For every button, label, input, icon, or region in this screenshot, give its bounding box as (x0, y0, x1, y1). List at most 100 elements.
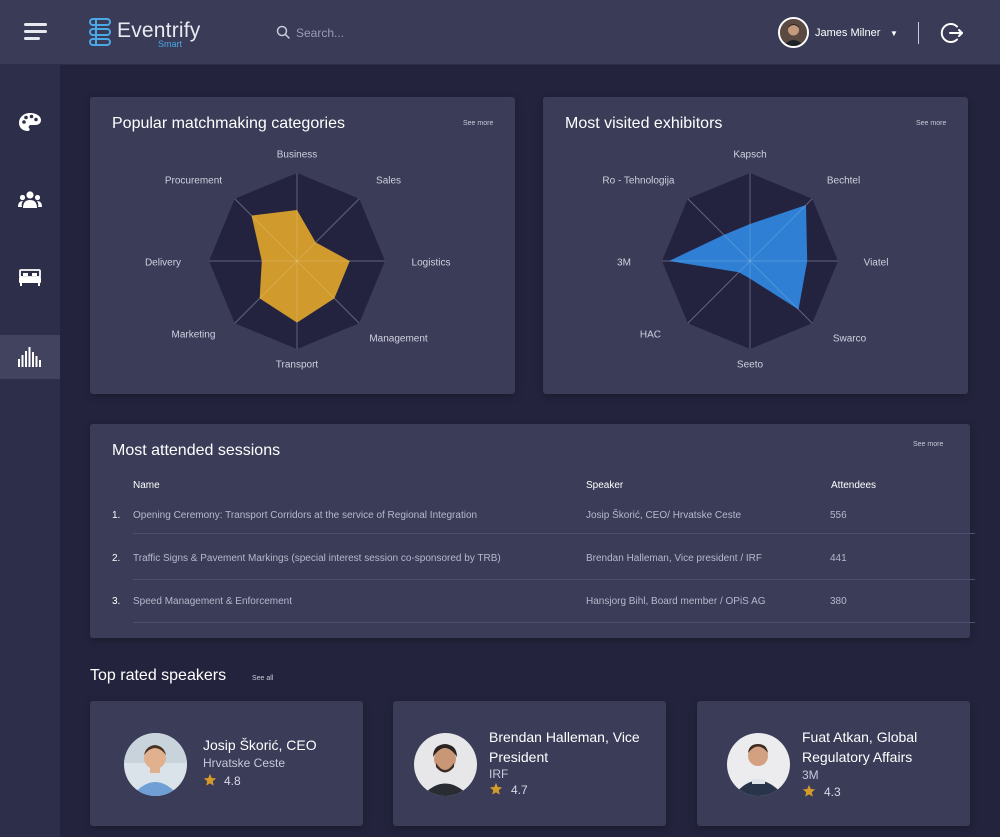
speaker-organization: IRF (489, 767, 509, 781)
column-header-speaker: Speaker (586, 480, 624, 491)
session-name: Traffic Signs & Pavement Markings (speci… (133, 553, 501, 564)
radar-spoke-overlay (749, 260, 813, 324)
palette-icon (19, 113, 41, 131)
session-speaker: Hansjorg Bihl, Board member / OPiS AG (586, 596, 766, 607)
radar-spoke-overlay (296, 198, 360, 262)
equalizer-icon (18, 347, 41, 367)
app-subtitle: Smart (158, 39, 183, 49)
card-title: Most visited exhibitors (565, 115, 723, 132)
exhibitors-card: Most visited exhibitors See more Kapsch B… (543, 97, 968, 394)
radar-axis-label: Transport (275, 359, 319, 371)
speakers-section-title: Top rated speakers (90, 667, 227, 684)
eventrify-logo-icon (89, 18, 111, 46)
sidebar-item-dashboard[interactable] (0, 100, 60, 144)
radar-axis-label: Kapsch (733, 149, 767, 161)
radar-spoke-overlay (749, 198, 813, 262)
speaker-avatar (414, 733, 477, 796)
menu-icon[interactable] (24, 23, 47, 41)
radar-spoke-overlay (234, 198, 298, 262)
sidebar-item-people[interactable] (0, 178, 60, 222)
speaker-card[interactable]: Josip Škorić, CEO Hrvatske Ceste 4.8 (90, 701, 363, 826)
row-divider (133, 579, 975, 580)
session-name: Speed Management & Enforcement (133, 596, 292, 607)
radar-axis-label: Marketing (171, 329, 216, 341)
star-icon (802, 784, 816, 797)
radar-series-area (251, 209, 350, 323)
card-title: Popular matchmaking categories (112, 115, 346, 132)
sidebar-item-analytics[interactable] (0, 335, 60, 379)
radar-axis-label: Business (276, 149, 318, 161)
speaker-name: Josip Škorić, CEO (203, 737, 317, 753)
speaker-card[interactable]: Brendan Halleman, Vice President IRF 4.7 (393, 701, 666, 826)
users-icon (18, 191, 42, 208)
categories-radar-chart (209, 173, 385, 349)
app-logo[interactable]: Eventrify Smart (88, 15, 208, 51)
see-all-link[interactable]: See all (252, 675, 274, 682)
sessions-card: Most attended sessions See more Name Spe… (90, 424, 975, 638)
row-number: 1. (112, 510, 121, 521)
divider (918, 22, 919, 44)
speaker-avatar (727, 733, 790, 796)
radar-axis-label: 3M (617, 257, 631, 269)
radar-axis-label: Procurement (164, 175, 223, 187)
radar-axis-label: Logistics (411, 257, 451, 269)
column-header-name: Name (133, 480, 160, 491)
radar-axis-label: Delivery (144, 257, 182, 269)
radar-spoke-overlay (234, 260, 298, 324)
user-avatar (778, 17, 809, 48)
speaker-rating: 4.7 (511, 783, 528, 797)
card-title: Most attended sessions (112, 442, 281, 459)
session-speaker: Josip Škorić, CEO/ Hrvatske Ceste (586, 510, 742, 521)
radar-axis-label: HAC (639, 329, 662, 341)
top-bar: Eventrify Smart James Milner ▼ (0, 0, 1000, 65)
column-header-attendees: Attendees (831, 480, 877, 491)
radar-spoke-overlay (296, 260, 360, 324)
radar-axis-label: Seeto (736, 359, 764, 371)
speaker-name: Fuat Atkan, Global Regulatory Affairs (802, 729, 918, 765)
table-row[interactable]: 2. Traffic Signs & Pavement Markings (sp… (90, 545, 970, 575)
chevron-down-icon: ▼ (890, 29, 898, 38)
categories-card: Popular matchmaking categories See more … (90, 97, 515, 394)
star-icon (203, 773, 217, 786)
radar-axis-label: Bechtel (826, 175, 861, 187)
speaker-avatar (124, 733, 187, 796)
radar-spoke-overlay (687, 198, 751, 262)
speaker-organization: 3M (802, 768, 819, 782)
table-row[interactable]: 1. Opening Ceremony: Transport Corridors… (90, 502, 970, 532)
see-more-link[interactable]: See more (463, 120, 494, 127)
user-name: James Milner (815, 27, 881, 39)
logout-icon[interactable] (940, 21, 964, 45)
see-more-link[interactable]: See more (913, 441, 944, 448)
speaker-card[interactable]: Fuat Atkan, Global Regulatory Affairs 3M… (697, 701, 970, 826)
radar-series-area (669, 204, 808, 310)
row-number: 2. (112, 553, 121, 564)
table-row[interactable]: 3. Speed Management & Enforcement Hansjo… (90, 588, 970, 618)
bed-icon (19, 269, 41, 286)
radar-axis-label: Viatel (863, 257, 889, 269)
session-speaker: Brendan Halleman, Vice president / IRF (586, 553, 763, 564)
session-name: Opening Ceremony: Transport Corridors at… (133, 510, 478, 521)
see-more-link[interactable]: See more (916, 120, 947, 127)
speaker-rating: 4.8 (224, 774, 241, 788)
session-attendees: 380 (830, 596, 847, 607)
session-attendees: 441 (830, 553, 847, 564)
row-number: 3. (112, 596, 121, 607)
speaker-name: Brendan Halleman, Vice President (489, 729, 640, 765)
user-menu[interactable]: James Milner ▼ (778, 17, 903, 49)
session-attendees: 556 (830, 510, 847, 521)
speaker-rating: 4.3 (824, 785, 841, 799)
sidebar (0, 65, 60, 837)
radar-axis-label: Management (369, 333, 428, 345)
radar-axis-label: Sales (376, 175, 402, 187)
exhibitors-radar-chart (662, 173, 838, 349)
sidebar-item-accommodation[interactable] (0, 256, 60, 300)
search-icon (276, 25, 290, 39)
speaker-organization: Hrvatske Ceste (203, 756, 286, 770)
search-input[interactable] (296, 22, 466, 44)
radar-axis-label: Swarco (832, 333, 867, 345)
radar-axis-label: Ro - Tehnologija (602, 175, 675, 187)
app-name: Eventrify (117, 19, 201, 42)
star-icon (489, 782, 503, 795)
row-divider (133, 533, 975, 534)
row-divider (133, 622, 975, 623)
